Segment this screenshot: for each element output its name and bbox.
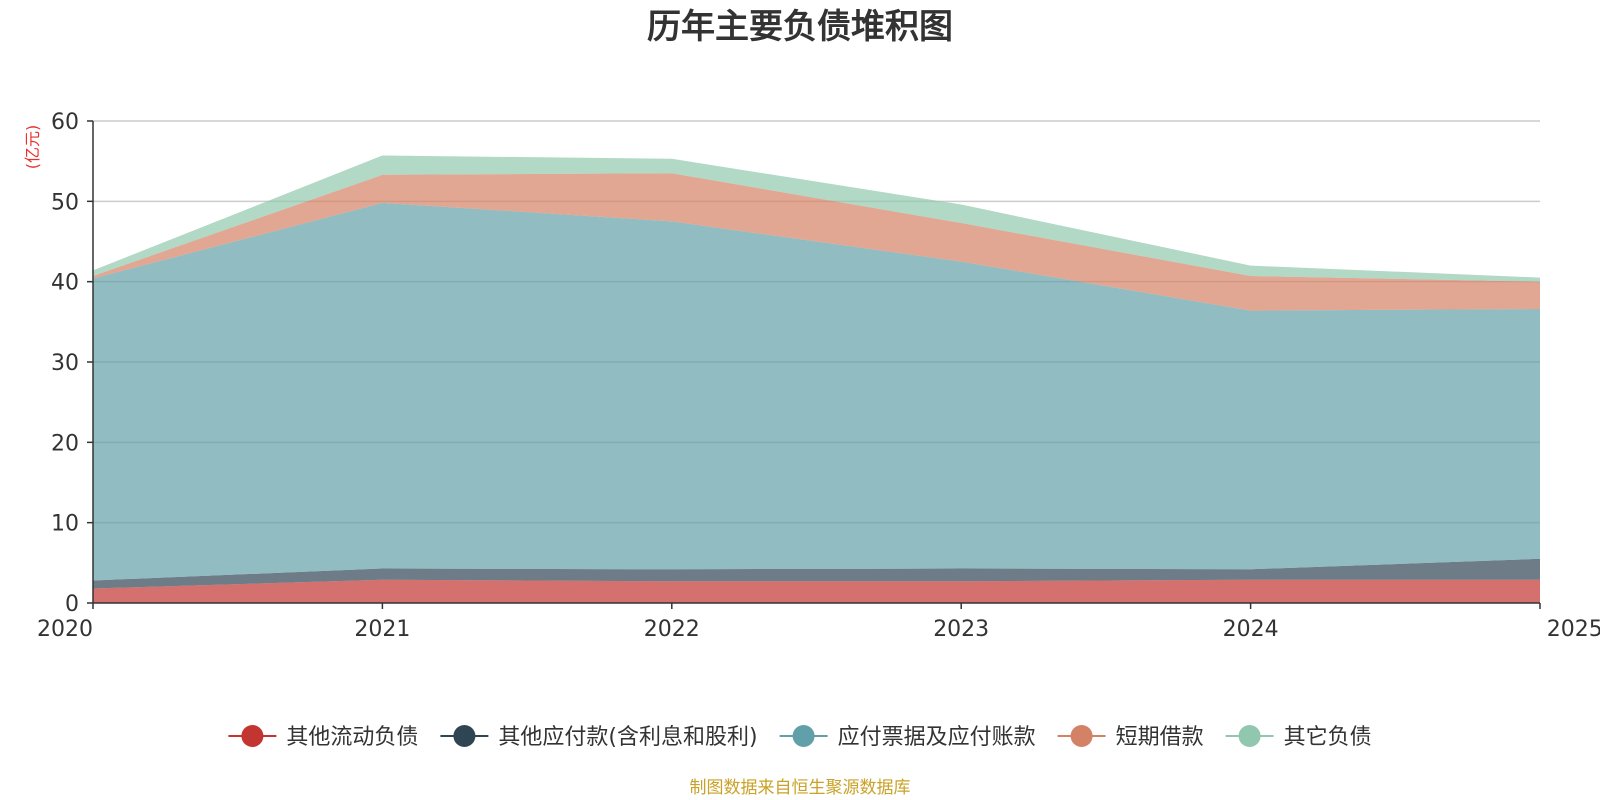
area-series-3 [93, 173, 1540, 311]
y-tick-label-4: 40 [51, 271, 79, 296]
area-series-2 [93, 202, 1540, 581]
legend-marker-4 [1238, 725, 1261, 747]
y-axis-unit-label: (亿元) [23, 125, 42, 170]
area-series [93, 155, 1540, 603]
area-series-0 [93, 579, 1540, 603]
x-tick-label-0: 2020 [37, 617, 93, 642]
y-tick-label-0: 0 [65, 592, 79, 617]
legend-label-2: 应付票据及应付账款 [838, 725, 1036, 750]
chart-title: 历年主要负债堆积图 [647, 7, 953, 47]
legend-label-4: 其它负债 [1284, 725, 1372, 750]
x-tick-label-1: 2021 [354, 617, 410, 642]
data-source-note: 制图数据来自恒生聚源数据库 [690, 778, 911, 798]
x-tick-label-3: 2023 [933, 617, 989, 642]
y-tick-label-1: 10 [51, 512, 79, 537]
area-series-1 [93, 558, 1540, 589]
y-tick-label-6: 60 [51, 110, 79, 135]
legend[interactable]: 其他流动负债 其他应付款(含利息和股利) 应付票据及应付账款 短期借款 其它负债 [228, 725, 1372, 750]
legend-label-3: 短期借款 [1116, 725, 1204, 750]
y-tick-label-5: 50 [51, 190, 79, 215]
y-tick-label-2: 20 [51, 431, 79, 456]
x-tick-label-4: 2024 [1223, 617, 1279, 642]
legend-marker-0 [241, 725, 264, 747]
legend-label-1: 其他应付款(含利息和股利) [498, 725, 757, 750]
y-tick-label-3: 30 [51, 351, 79, 376]
x-tick-label-2: 2022 [644, 617, 700, 642]
legend-item-0[interactable]: 其他流动负债 [228, 725, 418, 750]
legend-marker-3 [1070, 725, 1093, 747]
axes: 0 10 20 30 40 50 60 2020 2021 2022 2023 2024 2025H1 [37, 110, 1600, 642]
legend-item-2[interactable]: 应付票据及应付账款 [779, 725, 1036, 750]
legend-marker-2 [792, 725, 815, 747]
legend-item-1[interactable]: 其他应付款(含利息和股利) [440, 725, 758, 750]
legend-marker-1 [453, 725, 476, 747]
legend-item-3[interactable]: 短期借款 [1057, 725, 1204, 750]
x-tick-label-5: 2025H1 [1547, 617, 1600, 642]
legend-label-0: 其他流动负债 [286, 725, 418, 750]
legend-item-4[interactable]: 其它负债 [1225, 725, 1372, 750]
